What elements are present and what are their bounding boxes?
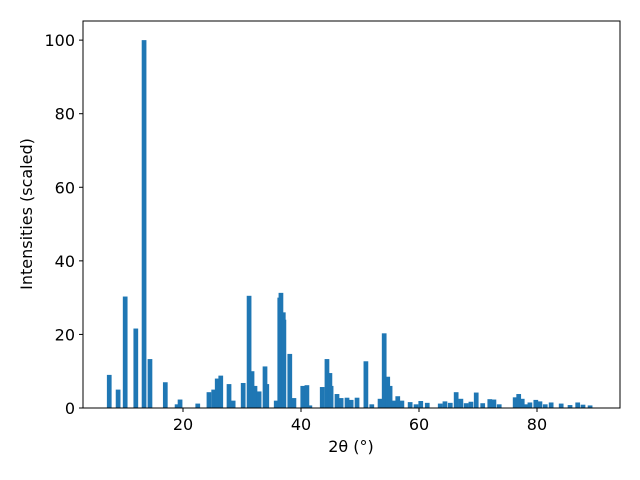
y-axis-label: Intensities (scaled) xyxy=(17,138,36,290)
bar xyxy=(516,394,522,408)
y-tick-label: 60 xyxy=(55,178,75,197)
bar xyxy=(218,375,224,408)
x-tick-label: 20 xyxy=(173,415,193,434)
bar xyxy=(133,328,139,408)
bar xyxy=(523,404,529,408)
bar xyxy=(463,403,469,408)
bar xyxy=(587,405,593,408)
bar xyxy=(230,400,236,408)
bar xyxy=(418,401,424,408)
bar xyxy=(348,399,354,408)
y-tick-label: 80 xyxy=(55,105,75,124)
bar xyxy=(407,402,413,408)
bar xyxy=(567,405,573,408)
bar xyxy=(147,359,153,408)
bar xyxy=(391,400,397,408)
bar xyxy=(206,392,212,408)
bar xyxy=(287,353,293,408)
bar xyxy=(580,404,586,408)
x-axis-label: 2θ (°) xyxy=(328,437,374,456)
bar xyxy=(527,402,533,408)
bar xyxy=(442,401,448,408)
bar xyxy=(381,333,387,408)
bar xyxy=(319,387,325,408)
bar xyxy=(211,389,217,408)
bar xyxy=(575,402,581,408)
bar xyxy=(324,359,330,408)
plot-frame xyxy=(82,20,621,409)
bar xyxy=(558,403,564,408)
bar xyxy=(246,295,252,408)
bar xyxy=(453,392,459,408)
bar xyxy=(387,385,393,408)
bar xyxy=(473,392,479,408)
bar xyxy=(226,384,232,408)
bar xyxy=(141,40,147,409)
bar xyxy=(458,398,464,408)
bar xyxy=(273,400,279,408)
bar xyxy=(496,404,502,408)
bar xyxy=(413,404,419,408)
x-tick-label: 80 xyxy=(527,415,547,434)
bar xyxy=(344,397,350,408)
bar xyxy=(249,371,255,408)
bar xyxy=(354,397,360,408)
bar xyxy=(264,384,270,408)
bar xyxy=(307,405,313,408)
bar xyxy=(256,391,262,408)
bar xyxy=(115,389,121,408)
bar xyxy=(480,403,486,408)
bar xyxy=(395,396,401,408)
bar xyxy=(468,401,474,408)
bar xyxy=(291,398,297,408)
bar xyxy=(424,402,430,408)
bar xyxy=(548,402,554,408)
bar xyxy=(487,399,493,408)
bar xyxy=(174,404,180,408)
bar xyxy=(533,399,539,408)
bar xyxy=(399,400,405,408)
bar xyxy=(122,296,128,408)
bar xyxy=(519,398,525,408)
bar xyxy=(162,382,168,408)
bar xyxy=(252,385,258,408)
bar xyxy=(338,398,344,408)
bar xyxy=(195,403,201,408)
bar xyxy=(300,385,306,408)
bar xyxy=(537,401,543,408)
bar xyxy=(214,378,220,408)
x-tick-label: 40 xyxy=(291,415,311,434)
bar xyxy=(304,385,310,408)
bar xyxy=(363,361,369,408)
bar xyxy=(334,394,340,408)
x-tick-label: 60 xyxy=(409,415,429,434)
y-tick-label: 40 xyxy=(55,252,75,271)
bar xyxy=(491,399,497,408)
bar xyxy=(240,382,246,408)
y-tick-label: 20 xyxy=(55,325,75,344)
bar xyxy=(177,399,183,408)
y-tick-label: 0 xyxy=(65,399,75,418)
y-tick-label: 100 xyxy=(44,31,75,50)
bar xyxy=(328,385,334,408)
bar xyxy=(281,319,287,408)
bar xyxy=(512,397,518,408)
bar xyxy=(106,374,112,408)
bar xyxy=(447,402,453,408)
bar xyxy=(542,404,548,408)
bar xyxy=(437,403,443,408)
bar xyxy=(377,398,383,408)
bar xyxy=(369,404,375,408)
